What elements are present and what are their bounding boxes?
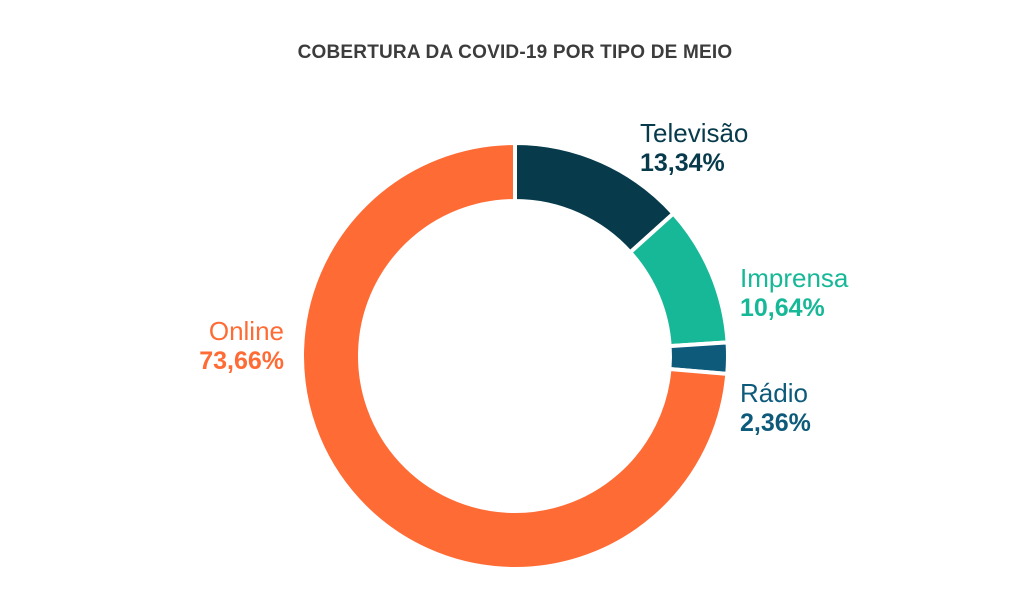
label-imprensa-value: 10,64% bbox=[740, 294, 825, 322]
label-imprensa: Imprensa 10,64% bbox=[740, 263, 848, 323]
label-online: Online 73,66% bbox=[150, 316, 284, 376]
label-imprensa-name: Imprensa bbox=[740, 263, 849, 293]
label-radio: Rádio 2,36% bbox=[740, 378, 811, 438]
slice-online bbox=[300, 140, 730, 571]
label-online-value: 73,66% bbox=[199, 347, 284, 375]
label-radio-name: Rádio bbox=[740, 378, 808, 408]
label-televisao-value: 13,34% bbox=[640, 149, 725, 177]
label-online-name: Online bbox=[208, 316, 284, 346]
chart-title: COBERTURA DA COVID-19 POR TIPO DE MEIO bbox=[297, 42, 733, 63]
label-televisao: Televisão 13,34% bbox=[640, 118, 748, 178]
label-televisao-name: Televisão bbox=[640, 118, 749, 148]
label-radio-value: 2,36% bbox=[740, 409, 811, 437]
